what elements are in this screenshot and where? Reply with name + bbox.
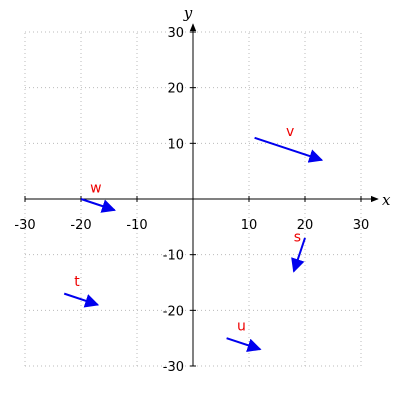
vector-arrow — [80, 198, 116, 213]
vector-arrow — [63, 292, 100, 308]
x-tick-label: 30 — [353, 218, 370, 233]
axes — [24, 23, 379, 367]
vector-label: s — [294, 230, 301, 246]
vector-t: t — [63, 274, 100, 308]
y-tick-label: 10 — [167, 137, 184, 152]
vector-w: w — [80, 181, 116, 213]
vector-v: v — [254, 124, 324, 163]
x-tick-label: 20 — [297, 218, 314, 233]
x-tick-label: 10 — [241, 218, 258, 233]
vectors: v w s t u — [63, 124, 324, 352]
vector-label: w — [90, 181, 101, 197]
y-tick-label: 20 — [167, 82, 184, 97]
vector-u: u — [226, 319, 262, 352]
y-axis-label: y — [183, 4, 193, 22]
vector-arrow — [226, 337, 262, 352]
x-tick-label: -30 — [14, 218, 35, 233]
vector-arrow — [291, 237, 306, 273]
y-tick-label: -30 — [163, 360, 184, 375]
x-axis-label: x — [382, 191, 391, 209]
vector-s: s — [291, 230, 306, 273]
y-tick-label: -20 — [163, 304, 184, 319]
x-tick-label: -10 — [126, 218, 147, 233]
vector-label: v — [286, 124, 294, 140]
vector-arrow — [254, 136, 324, 163]
tick-labels: -30 -20 -10 10 20 30 30 20 10 -10 -20 -30 — [14, 26, 369, 375]
y-tick-label: 30 — [167, 26, 184, 41]
vector-label: t — [74, 274, 80, 290]
y-tick-label: -10 — [163, 249, 184, 264]
x-tick-label: -20 — [70, 218, 91, 233]
vector-label: u — [237, 319, 246, 335]
